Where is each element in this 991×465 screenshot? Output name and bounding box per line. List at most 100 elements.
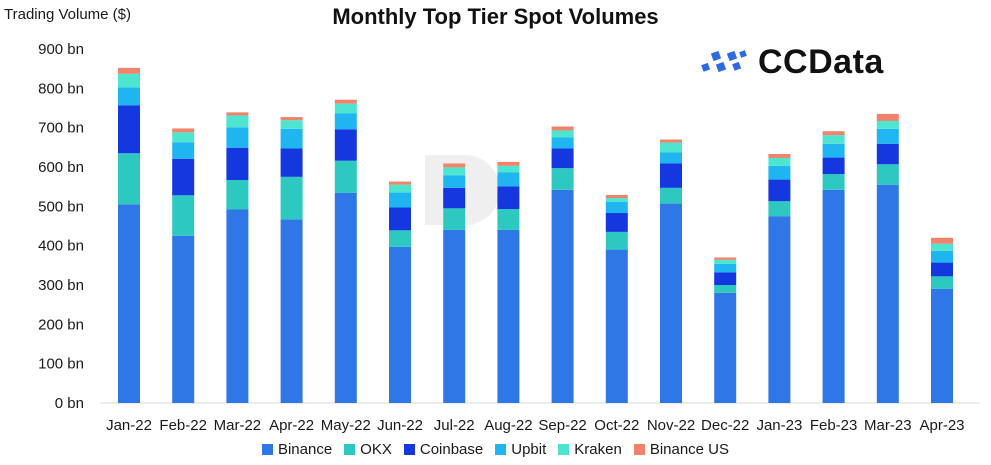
legend-item: Coinbase xyxy=(403,441,484,458)
bar-segment-kraken xyxy=(876,120,899,129)
bar-segment-coinbase xyxy=(389,207,411,231)
bar-segment-coinbase xyxy=(551,148,574,169)
bar-segment-upbit xyxy=(389,192,411,208)
bar-segment-coinbase xyxy=(280,148,303,177)
bar-segment-binance xyxy=(497,229,520,403)
bar-segment-coinbase xyxy=(172,158,195,196)
bar-segment-binance-us xyxy=(551,126,574,131)
bar-segment-kraken xyxy=(334,103,357,114)
ccdata-logo-text: CCData xyxy=(758,42,884,81)
bar-segment-upbit xyxy=(768,165,791,180)
bar-segment-coinbase xyxy=(876,143,899,165)
bar-segment-kraken xyxy=(389,184,411,193)
bar-segment-binance-us xyxy=(118,67,140,74)
bar-segment-coinbase xyxy=(822,157,845,175)
x-tick-label: Jul-22 xyxy=(434,417,475,434)
bar-segment-binance-us xyxy=(334,99,357,104)
x-tick-label: Mar-23 xyxy=(864,417,912,434)
bar-segment-kraken xyxy=(660,142,682,153)
bar-segment-okx xyxy=(605,231,628,250)
bar-segment-upbit xyxy=(334,113,357,130)
bar-segment-okx xyxy=(931,276,953,289)
y-tick-label: 0 bn xyxy=(55,395,84,412)
bar-segment-binance-us xyxy=(226,112,249,116)
bar-segment-binance-us xyxy=(389,181,411,185)
bar-segment-upbit xyxy=(660,152,682,164)
bar-segment-okx xyxy=(551,168,574,190)
bar-segment-kraken xyxy=(172,132,195,143)
x-tick-label: Feb-23 xyxy=(810,417,858,434)
bar-segment-kraken xyxy=(605,198,628,203)
bar-segment-binance xyxy=(172,235,195,403)
y-tick-label: 300 bn xyxy=(38,277,84,294)
x-tick-label: Apr-22 xyxy=(269,417,314,434)
legend-label: Coinbase xyxy=(419,441,484,458)
bar-segment-binance-us xyxy=(822,131,845,136)
bar-segment-okx xyxy=(497,209,520,230)
legend-item: OKX xyxy=(344,441,392,458)
bar-segment-upbit xyxy=(876,128,899,144)
bar-segment-upbit xyxy=(118,87,140,106)
bar-segment-binance-us xyxy=(443,163,466,168)
bar-segment-binance-us xyxy=(280,117,303,121)
plot-area: 0 bn 100 bn 200 bn 300 bn 400 bn 500 bn 600 bn… xyxy=(38,41,980,434)
bar-segment-binance xyxy=(280,219,303,403)
bar-segment-coinbase xyxy=(226,147,249,180)
legend-swatch xyxy=(495,444,507,455)
x-tick-label: Feb-22 xyxy=(159,417,207,434)
bar-segment-upbit xyxy=(714,263,737,273)
x-tick-label: Jan-23 xyxy=(756,417,802,434)
legend-swatch xyxy=(403,444,415,455)
bar-segment-kraken xyxy=(280,120,303,129)
ccdata-logo-icon xyxy=(701,50,747,73)
bar-segment-binance xyxy=(226,209,249,403)
legend: Binance OKX Coinbase Upbit Kraken Binance US xyxy=(0,441,991,458)
legend-label: Binance xyxy=(277,441,333,458)
y-tick-label: 400 bn xyxy=(38,238,84,255)
bar-segment-okx xyxy=(118,153,140,205)
bar-segment-binance xyxy=(714,292,737,403)
bar-segment-kraken xyxy=(118,73,140,88)
legend-label: Binance US xyxy=(649,441,730,458)
bar-segment-okx xyxy=(443,208,466,230)
legend-label: Kraken xyxy=(574,441,622,458)
bar-segment-kraken xyxy=(931,243,953,251)
x-tick-label: Jun-22 xyxy=(377,417,423,434)
x-tick-label: Jan-22 xyxy=(106,417,152,434)
bar-segment-coinbase xyxy=(768,179,791,202)
bar-segment-upbit xyxy=(443,175,466,188)
bar-segment-coinbase xyxy=(497,186,520,210)
bar-segment-kraken xyxy=(497,165,520,173)
bar-segment-coinbase xyxy=(931,262,953,277)
bar-segment-coinbase xyxy=(443,187,466,209)
bar-segment-kraken xyxy=(226,115,249,128)
bar-segment-binance xyxy=(768,216,791,403)
bar-segment-okx xyxy=(389,230,411,247)
y-axis-title: Trading Volume ($) xyxy=(4,6,132,23)
bar-segment-okx xyxy=(876,164,899,185)
bar-segment-binance xyxy=(605,249,628,403)
bar-segment-kraken xyxy=(714,259,737,264)
bar-segment-binance xyxy=(443,229,466,403)
bar-segment-coinbase xyxy=(334,129,357,161)
y-tick-label: 900 bn xyxy=(38,41,84,58)
x-tick-label: Aug-22 xyxy=(484,417,532,434)
bar-segment-okx xyxy=(660,187,682,204)
x-tick-label: Nov-22 xyxy=(647,417,695,434)
bar-segment-binance-us xyxy=(714,257,737,260)
x-tick-label: Dec-22 xyxy=(701,417,749,434)
bar-segment-kraken xyxy=(768,157,791,166)
legend-item: Upbit xyxy=(495,441,546,458)
bar-segment-binance-us xyxy=(768,154,791,158)
bar-segment-upbit xyxy=(822,143,845,158)
ccdata-logo: CCData xyxy=(700,42,884,82)
bar-segment-upbit xyxy=(605,202,628,214)
legend-item: Binance US xyxy=(633,441,730,458)
chart-title: Monthly Top Tier Spot Volumes xyxy=(332,4,659,29)
bar-segment-binance-us xyxy=(172,128,195,133)
bar-segment-okx xyxy=(768,201,791,217)
bar-segment-binance xyxy=(660,203,682,403)
x-tick-label: Apr-23 xyxy=(919,417,964,434)
y-tick-label: 200 bn xyxy=(38,316,84,333)
bar-segment-binance xyxy=(931,288,953,403)
